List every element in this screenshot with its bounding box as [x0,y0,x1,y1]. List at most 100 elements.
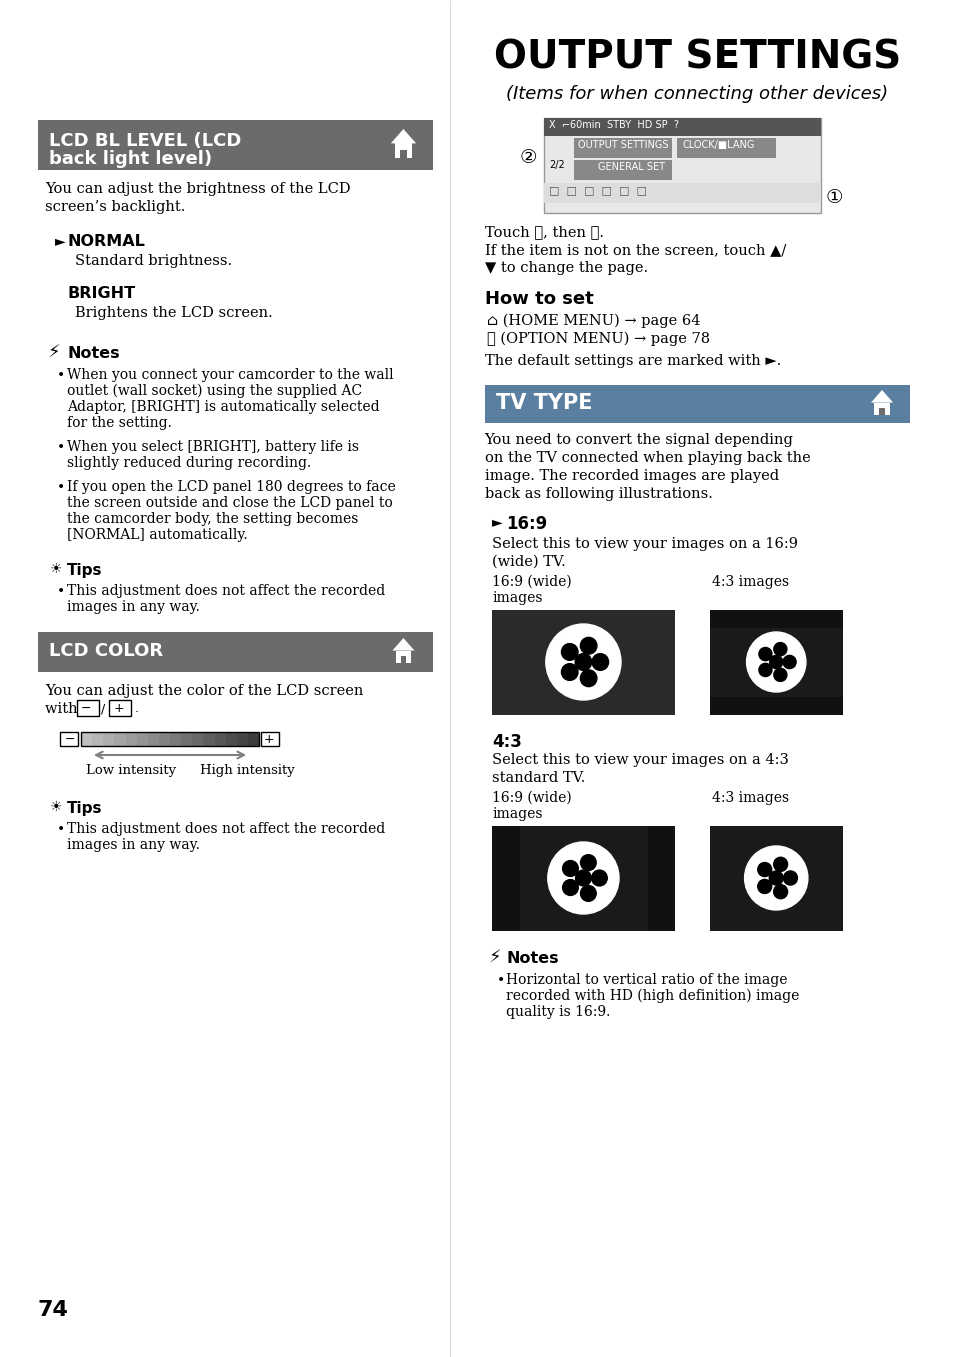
Text: Adaptor, [BRIGHT] is automatically selected: Adaptor, [BRIGHT] is automatically selec… [67,400,379,414]
Bar [81,731,259,746]
Text: You need to convert the signal depending: You need to convert the signal depending [484,433,793,446]
Text: recorded with HD (high definition) image: recorded with HD (high definition) image [506,989,799,1003]
Text: When you connect your camcorder to the wall: When you connect your camcorder to the w… [67,368,394,383]
Bar [159,731,170,746]
Circle shape [743,845,807,911]
Circle shape [575,870,591,886]
Bar [248,731,259,746]
Text: back light level): back light level) [50,151,213,168]
Text: ☀: ☀ [50,801,62,814]
Text: the screen outside and close the LCD panel to: the screen outside and close the LCD pan… [67,497,393,510]
Text: .: . [134,702,138,715]
Bar [261,731,278,746]
Bar [193,731,203,746]
Bar [226,731,236,746]
Bar [543,183,820,204]
Text: Tips: Tips [67,801,103,816]
Text: 4:3: 4:3 [492,733,522,750]
Text: High intensity: High intensity [199,764,294,778]
Circle shape [773,668,786,681]
Bar [103,731,114,746]
Circle shape [782,655,795,669]
Circle shape [769,655,782,669]
Bar [492,826,519,931]
Text: slightly reduced during recording.: slightly reduced during recording. [67,456,312,470]
Text: (wide) TV.: (wide) TV. [492,555,565,569]
Bar [236,731,248,746]
Bar [709,611,842,715]
Circle shape [757,863,771,877]
Circle shape [561,643,578,661]
Text: outlet (wall socket) using the supplied AC: outlet (wall socket) using the supplied … [67,384,362,399]
Bar [543,118,820,213]
Text: OUTPUT SETTINGS: OUTPUT SETTINGS [493,38,900,76]
Text: 2/2: 2/2 [548,160,564,170]
Text: □  □  □  □  □  □: □ □ □ □ □ □ [548,185,646,195]
Circle shape [547,841,618,915]
Text: standard TV.: standard TV. [492,771,585,784]
Text: You can adjust the brightness of the LCD: You can adjust the brightness of the LCD [46,182,351,195]
Text: How to set: How to set [484,290,593,308]
Text: (Items for when connecting other devices): (Items for when connecting other devices… [505,85,887,103]
Bar [400,657,406,664]
Text: for the setting.: for the setting. [67,417,172,430]
Text: 16:9 (wide): 16:9 (wide) [492,791,572,805]
Circle shape [580,855,596,870]
Text: ⚡: ⚡ [48,345,60,362]
Text: •: • [496,973,504,987]
Bar [677,138,776,157]
Text: •: • [57,480,66,494]
Bar [77,700,99,716]
Bar [181,731,193,746]
Bar [109,700,131,716]
Circle shape [592,654,608,670]
Text: LCD BL LEVEL (LCD: LCD BL LEVEL (LCD [50,132,241,151]
Text: quality is 16:9.: quality is 16:9. [506,1006,610,1019]
Bar [148,731,159,746]
Bar [879,408,883,415]
Text: Standard brightness.: Standard brightness. [75,254,232,267]
Text: You can adjust the color of the LCD screen: You can adjust the color of the LCD scre… [46,684,363,697]
Text: •: • [57,440,66,455]
Polygon shape [870,389,892,403]
Text: back as following illustrations.: back as following illustrations. [484,487,712,501]
Bar [492,611,675,715]
Circle shape [561,664,578,680]
Text: /: / [101,702,105,715]
Bar [573,160,672,180]
Text: ⚙ (OPTION MENU) → page 78: ⚙ (OPTION MENU) → page 78 [487,332,710,346]
Text: Touch ①, then ②.: Touch ①, then ②. [484,225,603,239]
Bar [214,731,226,746]
Circle shape [580,886,596,901]
Bar [114,731,126,746]
Circle shape [773,858,787,871]
Text: ⌂ (HOME MENU) → page 64: ⌂ (HOME MENU) → page 64 [487,313,700,328]
Text: ②: ② [518,148,537,167]
Text: Notes: Notes [67,346,120,361]
Circle shape [759,664,771,677]
Bar [492,611,675,715]
Text: ►: ► [492,516,502,529]
Text: screen’s backlight.: screen’s backlight. [46,199,186,214]
Bar [647,826,675,931]
Circle shape [545,624,620,700]
Text: the camcorder body, the setting becomes: the camcorder body, the setting becomes [67,512,358,527]
Text: OUTPUT SETTINGS: OUTPUT SETTINGS [578,140,668,151]
Text: Tips: Tips [67,563,103,578]
Bar [395,650,411,664]
Text: ☀: ☀ [50,562,62,575]
Polygon shape [392,638,415,650]
Text: NORMAL: NORMAL [67,233,145,248]
Text: image. The recorded images are played: image. The recorded images are played [484,470,778,483]
Bar [874,403,889,415]
Text: LCD COLOR: LCD COLOR [50,642,163,660]
Bar [92,731,103,746]
Text: ①: ① [824,189,842,208]
Text: 16:9: 16:9 [506,516,547,533]
Text: •: • [57,368,66,383]
Bar [170,731,181,746]
Bar [400,149,406,157]
Text: •: • [57,822,66,836]
Text: on the TV connected when playing back the: on the TV connected when playing back th… [484,451,809,465]
Text: 4:3 images: 4:3 images [711,791,788,805]
